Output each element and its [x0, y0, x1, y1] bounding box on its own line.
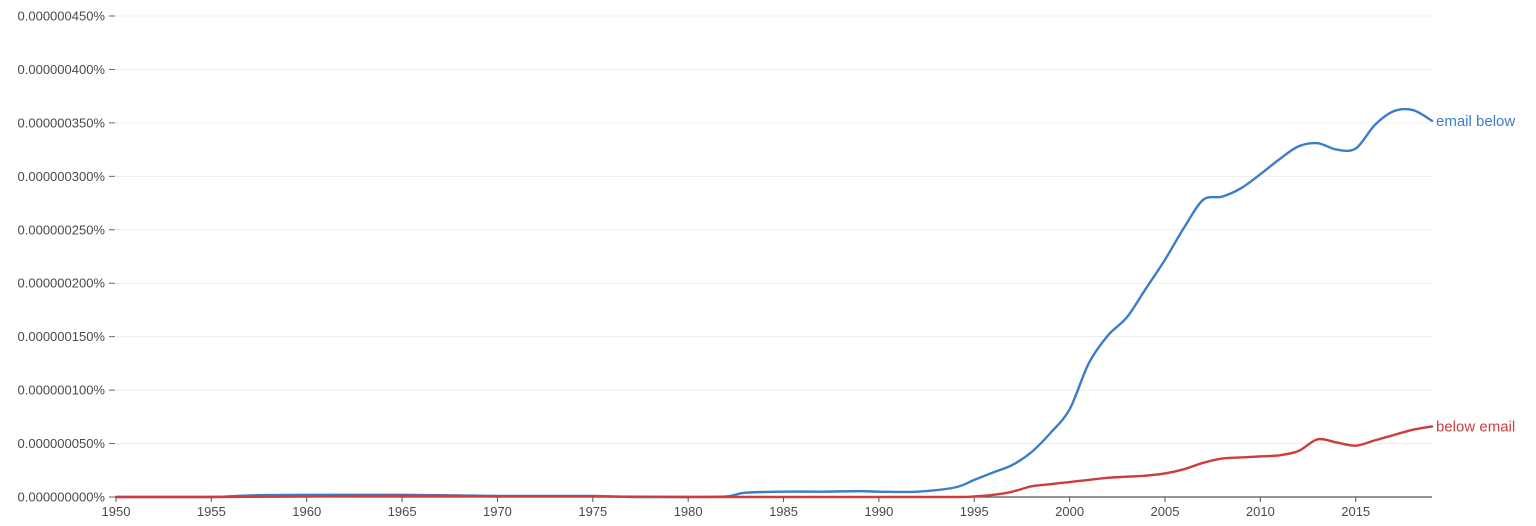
x-tick-label: 2015 — [1341, 504, 1370, 519]
series-line-email-below[interactable] — [114, 107, 1434, 499]
y-tick-label: 0.000000200% — [18, 276, 106, 291]
series-label-email-below: email below — [1436, 113, 1515, 130]
x-tick-label: 1975 — [578, 504, 607, 519]
y-tick-label: 0.000000400% — [18, 62, 106, 77]
x-tick-label: 1990 — [864, 504, 893, 519]
x-tick-label: 1955 — [197, 504, 226, 519]
x-tick-label: 1950 — [102, 504, 131, 519]
y-tick-label: 0.000000000% — [18, 490, 106, 505]
x-tick-label: 1970 — [483, 504, 512, 519]
y-tick-label: 0.000000050% — [18, 436, 106, 451]
series-labels: email below below email — [1436, 113, 1515, 436]
x-tick-label: 2005 — [1151, 504, 1180, 519]
series-label-below-email: below email — [1436, 418, 1515, 435]
y-tick-label: 0.000000450% — [18, 9, 106, 24]
y-tick-label: 0.000000250% — [18, 222, 106, 237]
x-tick-label: 2000 — [1055, 504, 1084, 519]
y-tick-label: 0.000000150% — [18, 329, 106, 344]
y-tick-label: 0.000000300% — [18, 169, 106, 184]
x-tick-label: 1965 — [388, 504, 417, 519]
y-tick-label: 0.000000350% — [18, 115, 106, 130]
grid-lines — [116, 15, 1432, 445]
x-tick-label: 1960 — [292, 504, 321, 519]
x-tick-label: 1985 — [769, 504, 798, 519]
series-lines — [114, 107, 1434, 499]
x-tick-label: 2010 — [1246, 504, 1275, 519]
series-line-below-email[interactable] — [114, 425, 1434, 499]
x-tick-label: 1995 — [960, 504, 989, 519]
x-tick-label: 1980 — [674, 504, 703, 519]
axes: 0.000000000% 0.000000050% 0.000000100% 0.00… — [18, 9, 1432, 519]
y-tick-label: 0.000000100% — [18, 383, 106, 398]
